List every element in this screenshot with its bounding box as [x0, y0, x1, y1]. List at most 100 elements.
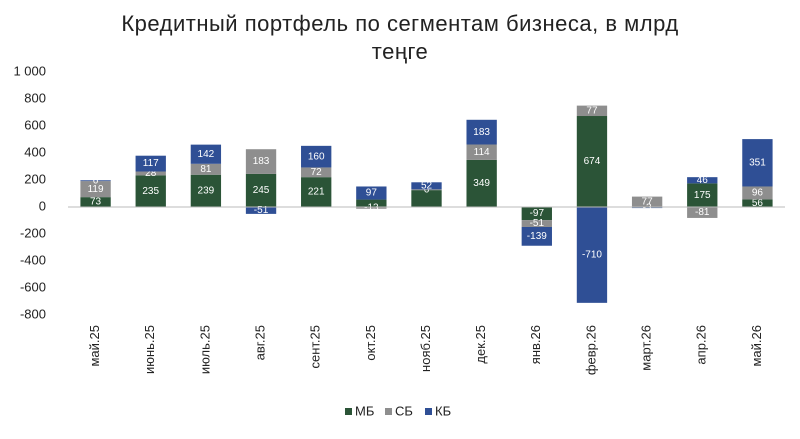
y-tick-label: -800 — [20, 306, 46, 321]
legend-label: КБ — [435, 403, 451, 418]
value-label: -13 — [364, 203, 379, 214]
bar-segment — [687, 177, 718, 184]
value-label: 160 — [308, 151, 325, 162]
legend-swatch — [345, 408, 352, 415]
bar-segment — [245, 149, 277, 174]
legend-swatch — [425, 408, 432, 415]
bar-segment — [356, 207, 387, 209]
bar-segment — [521, 226, 552, 246]
value-label: 351 — [749, 157, 766, 168]
x-tick-label: май.26 — [749, 325, 764, 367]
y-tick-label: 800 — [24, 90, 46, 105]
value-label: 183 — [253, 156, 270, 167]
value-label: 6 — [424, 184, 430, 195]
value-label: 239 — [198, 186, 215, 197]
bar-segment — [576, 105, 608, 117]
value-label: 235 — [142, 186, 159, 197]
y-tick-label: 0 — [39, 198, 46, 213]
x-tick-label: апр.26 — [694, 325, 709, 365]
value-label: 46 — [697, 175, 709, 186]
y-tick-label: 1 000 — [13, 63, 46, 78]
bar-segment — [190, 174, 222, 207]
y-tick-label: -200 — [20, 225, 46, 240]
value-label: 28 — [145, 168, 157, 179]
bar-segment — [245, 207, 277, 214]
x-tick-label: март.26 — [639, 325, 654, 371]
bar-segment — [742, 186, 773, 200]
bar-segment — [466, 159, 497, 207]
x-tick-label: дек.25 — [473, 325, 488, 364]
bar-segment — [356, 186, 387, 200]
x-tick-label: июль.25 — [197, 325, 212, 374]
value-label: 77 — [642, 196, 654, 207]
bar-segment — [576, 207, 608, 303]
bar-segment — [742, 139, 773, 187]
value-label: 97 — [366, 188, 378, 199]
value-label: -3 — [643, 203, 652, 214]
bar-segment — [466, 119, 497, 145]
bar-segment — [301, 177, 332, 207]
value-label: 72 — [311, 167, 323, 178]
bar-segment — [80, 197, 111, 207]
value-label: -81 — [695, 207, 710, 218]
x-tick-label: янв.26 — [528, 325, 543, 364]
chart-title: Кредитный портфель по сегментам бизнеса,… — [121, 11, 679, 64]
bar-segment — [135, 155, 166, 172]
bar-segment — [190, 163, 222, 175]
bar-segment — [411, 182, 442, 190]
value-label: 674 — [584, 156, 601, 167]
value-label: 221 — [308, 187, 325, 198]
bar-segment — [521, 207, 552, 221]
x-tick-label: сент.25 — [308, 325, 323, 369]
y-tick-label: -400 — [20, 252, 46, 267]
bar-segment — [687, 183, 718, 207]
y-tick-label: 600 — [24, 117, 46, 132]
value-label: 96 — [752, 188, 764, 199]
y-tick-label: 200 — [24, 171, 46, 186]
x-tick-label: окт.25 — [363, 325, 378, 361]
legend-swatch — [385, 408, 392, 415]
value-label: -51 — [254, 205, 269, 216]
value-label: 175 — [694, 190, 711, 201]
x-tick-label: май.25 — [87, 325, 102, 367]
value-label: 119 — [88, 184, 104, 195]
bar-segment — [135, 175, 166, 207]
bar-segment — [742, 199, 773, 207]
bar-segment — [301, 167, 332, 178]
bar-segment — [356, 199, 387, 207]
value-label: 349 — [473, 178, 490, 189]
bar-segment — [190, 144, 222, 164]
bar-segment — [301, 145, 332, 168]
value-label: 56 — [752, 198, 764, 209]
x-tick-label: июнь.25 — [142, 325, 157, 374]
value-label: 81 — [200, 164, 212, 175]
bar-segment — [80, 181, 111, 198]
value-label: 245 — [253, 185, 270, 196]
value-label: 52 — [421, 180, 433, 191]
value-label: 117 — [143, 158, 159, 169]
bar-segment — [576, 116, 608, 207]
value-label: -51 — [530, 218, 545, 229]
y-tick-label: -600 — [20, 279, 46, 294]
x-tick-label: авг.25 — [252, 325, 267, 360]
bar-segment — [135, 171, 166, 176]
bar-segment — [411, 190, 442, 207]
bar-segment — [466, 144, 497, 160]
bar-segment — [687, 207, 718, 218]
value-label: 6 — [93, 175, 99, 186]
value-label: -139 — [527, 231, 547, 242]
bar-segment — [411, 189, 442, 191]
value-label: -710 — [582, 250, 602, 261]
value-label: 73 — [90, 197, 102, 208]
bar-segment — [521, 220, 552, 227]
legend-label: СБ — [395, 403, 413, 418]
value-label: 183 — [473, 127, 490, 138]
y-tick-label: 400 — [24, 144, 46, 159]
bar-segment — [631, 196, 663, 207]
bar-segment — [245, 173, 277, 207]
legend-label: МБ — [355, 403, 374, 418]
value-label: -97 — [530, 208, 545, 219]
x-tick-label: нояб.25 — [418, 325, 433, 372]
